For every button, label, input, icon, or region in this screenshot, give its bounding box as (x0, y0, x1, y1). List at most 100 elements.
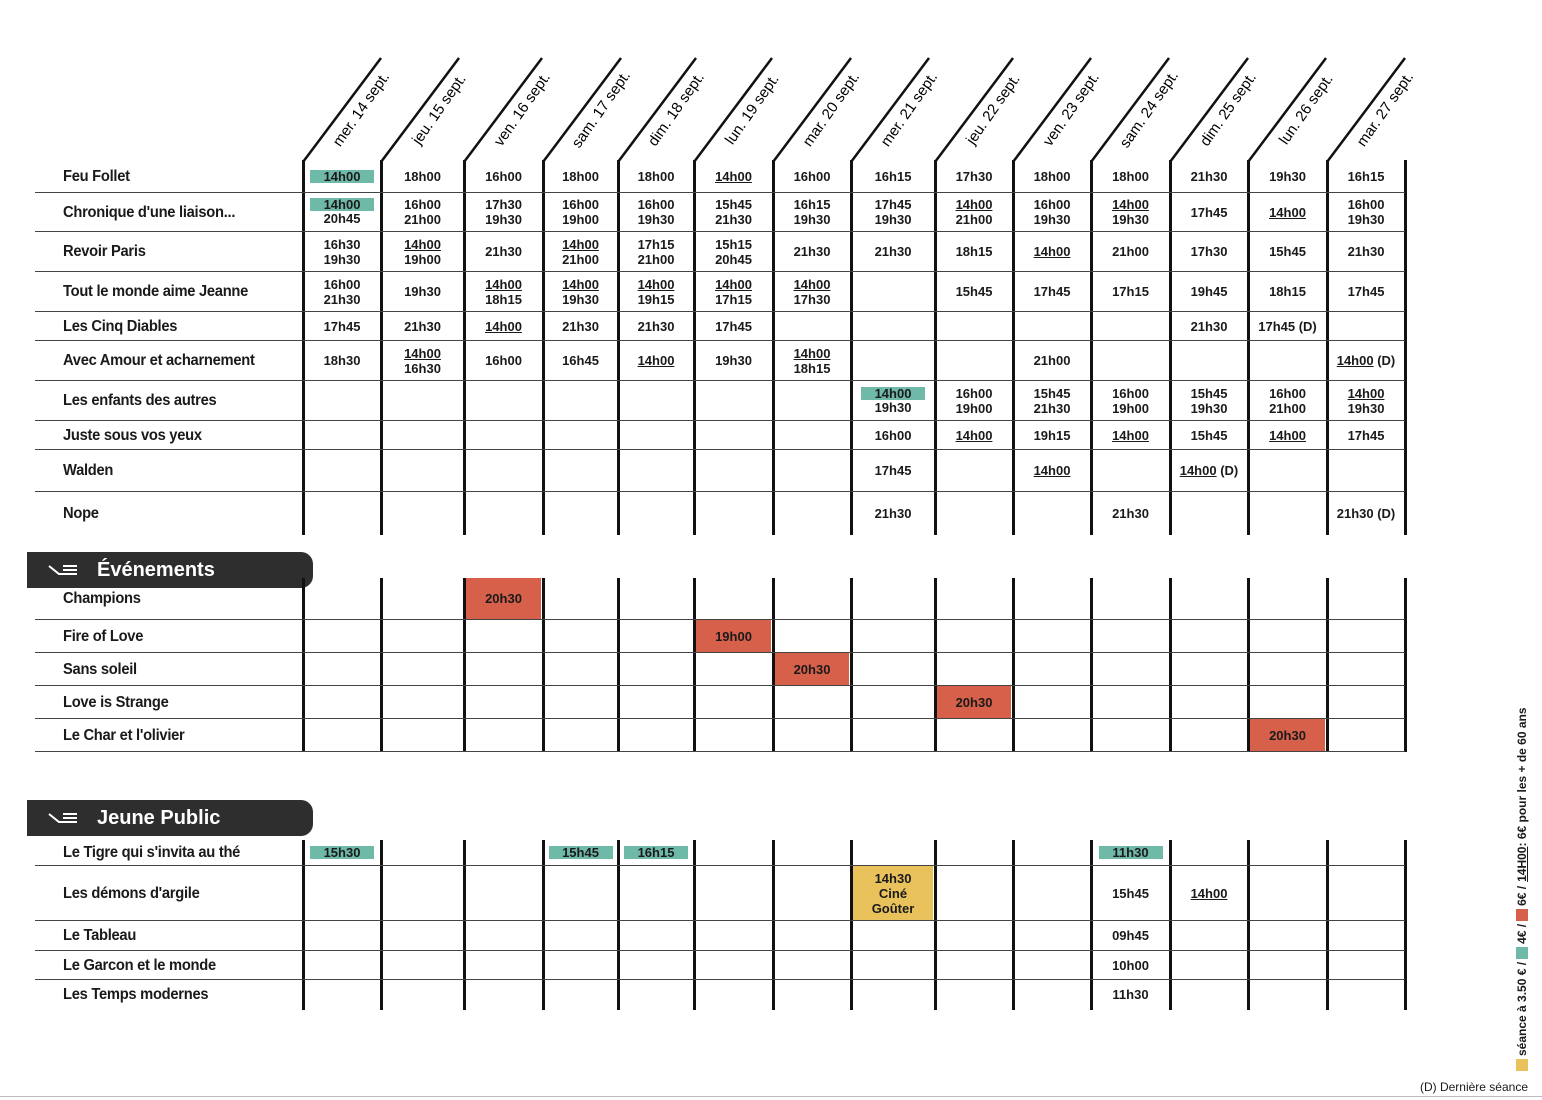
header-divider (934, 57, 1014, 163)
showtime-underlined: 14h00 (637, 276, 675, 292)
showtime: 19h00 (562, 212, 599, 227)
showtime: 15h15 (715, 236, 752, 252)
showtime: 16h00 (1347, 197, 1385, 212)
showtime: 17h45 (715, 318, 752, 334)
showtime-cell: 17h30 (1172, 232, 1246, 271)
showtime-cell: 21h30 (383, 312, 462, 340)
showtime: 19h30 (485, 212, 522, 227)
column-divider (1168, 840, 1172, 1010)
showtime-cell: 21h30 (545, 312, 616, 340)
showtime-cell: 16h00 19h30 (1015, 193, 1089, 231)
column-divider (1246, 160, 1250, 535)
showtime: 21h30 (793, 244, 831, 259)
price-legend: séance à 3.50 € / 4€ / 6€ / 14H00: 6€ pour … (1514, 707, 1530, 1074)
showtime-cell: 14h00 19h15 (620, 272, 692, 311)
showtime: 14h00 (562, 237, 599, 252)
row-divider (35, 311, 1405, 312)
showtime: 16h30 (323, 236, 361, 252)
showtime: 16h00 (955, 385, 993, 401)
showtime: 18h30 (323, 353, 361, 368)
header-divider (302, 57, 382, 163)
showtime-cell: 17h30 (937, 160, 1011, 192)
column-divider (933, 160, 937, 535)
showtime-cell: 16h00 21h30 (305, 272, 379, 311)
showtime: 19h30 (874, 399, 912, 415)
showtime-underlined: 14h00 (1112, 197, 1149, 212)
showtime: 19h30 (715, 353, 752, 368)
showtime-cell: 18h00 (545, 160, 616, 192)
showtime: 17h45 (1190, 204, 1228, 220)
showtime-underlined: 14h00 (955, 197, 993, 212)
showtime-cell: 14h00 18h15 (466, 272, 541, 311)
showtime: 17h15 (1112, 284, 1149, 299)
showtime-cell: 21h30 (D) (1329, 492, 1403, 534)
showtime: 16h45 (562, 353, 599, 368)
showtime: 14h00 (715, 169, 752, 184)
showtime: 15h45 (1033, 385, 1071, 401)
column-divider (771, 578, 775, 752)
showtime: 18h00 (404, 168, 441, 184)
showtime-cell: 15h30 (305, 840, 379, 865)
column-divider (462, 840, 466, 1010)
showtime-underlined: 14h00 (1033, 244, 1071, 259)
showtime-cell: 17h45 (1172, 193, 1246, 231)
row-divider (35, 652, 1405, 653)
showtime-cell: 16h00 (775, 160, 849, 192)
row-divider (35, 192, 1405, 193)
showtime-cell: 17h15 21h00 (620, 232, 692, 271)
showtime-cell: 14h00 (305, 160, 379, 192)
showtime-cell: 19h30 (696, 341, 771, 380)
row-divider (35, 979, 1405, 980)
column-divider (933, 578, 937, 752)
column-divider (541, 578, 545, 752)
showtime-cell: 16h15 (1329, 160, 1403, 192)
showtime: 14h00 (310, 169, 374, 183)
showtime: 15h45 (715, 197, 752, 212)
showtime: 18h15 (1269, 284, 1306, 299)
legend-text: : 6€ pour les + de 60 ans (1515, 707, 1529, 847)
showtime: 17h30 (485, 197, 522, 212)
showtime-cell: 16h00 (466, 160, 541, 192)
showtime: 11h30 (1098, 846, 1163, 859)
film-title: Champions (63, 590, 141, 607)
showtime: 21h30 (1033, 400, 1071, 416)
showtime-cell: 16h45 (545, 341, 616, 380)
showtime: 19h30 (1112, 212, 1149, 227)
showtime-cell: 19h15 (1015, 421, 1089, 449)
column-divider (692, 840, 696, 1010)
row-divider (35, 865, 1405, 866)
showtime-cell: 19h00 (696, 620, 771, 652)
legend-swatch (1516, 946, 1528, 959)
showtime: 17h45 (D) (1258, 318, 1317, 334)
bottom-border (0, 1096, 1542, 1097)
header-divider (1326, 57, 1406, 163)
showtime: 21h00 (1112, 244, 1149, 259)
showtime-underlined: 14h00 (1190, 885, 1228, 901)
showtime-cell: 16h00 19h00 (1093, 381, 1168, 420)
showtime: 19h30 (874, 212, 912, 227)
header-divider (463, 57, 543, 163)
column-divider (1089, 160, 1093, 535)
showtime-cell: 17h45 (853, 450, 933, 491)
column-divider (301, 840, 305, 1010)
header-divider (1012, 57, 1092, 163)
showtime-underlined: 14h00 (1179, 463, 1217, 478)
film-title: Le Char et l'olivier (63, 726, 185, 744)
showtime: 14h00 (1112, 197, 1149, 212)
showtime: 15h45 (955, 284, 993, 299)
showtime-cell: 18h00 (1093, 160, 1168, 192)
showtime-underlined: 14h00 (562, 236, 599, 252)
legend-swatch (1516, 908, 1528, 921)
header-divider (693, 57, 773, 163)
showtime-underlined: 14h00 (1033, 463, 1071, 478)
column-divider (771, 160, 775, 535)
showtime-cell: 16h00 21h00 (383, 193, 462, 231)
showtime-cell: 14h00 (1250, 421, 1325, 449)
showtime: 18h00 (637, 168, 675, 184)
showtime: 17h45 (1347, 284, 1385, 299)
showtime: 21h30 (874, 244, 912, 259)
column-divider (616, 840, 620, 1010)
showtime: 19h45 (1190, 284, 1228, 299)
showtime-cell: 16h00 19h00 (545, 193, 616, 231)
